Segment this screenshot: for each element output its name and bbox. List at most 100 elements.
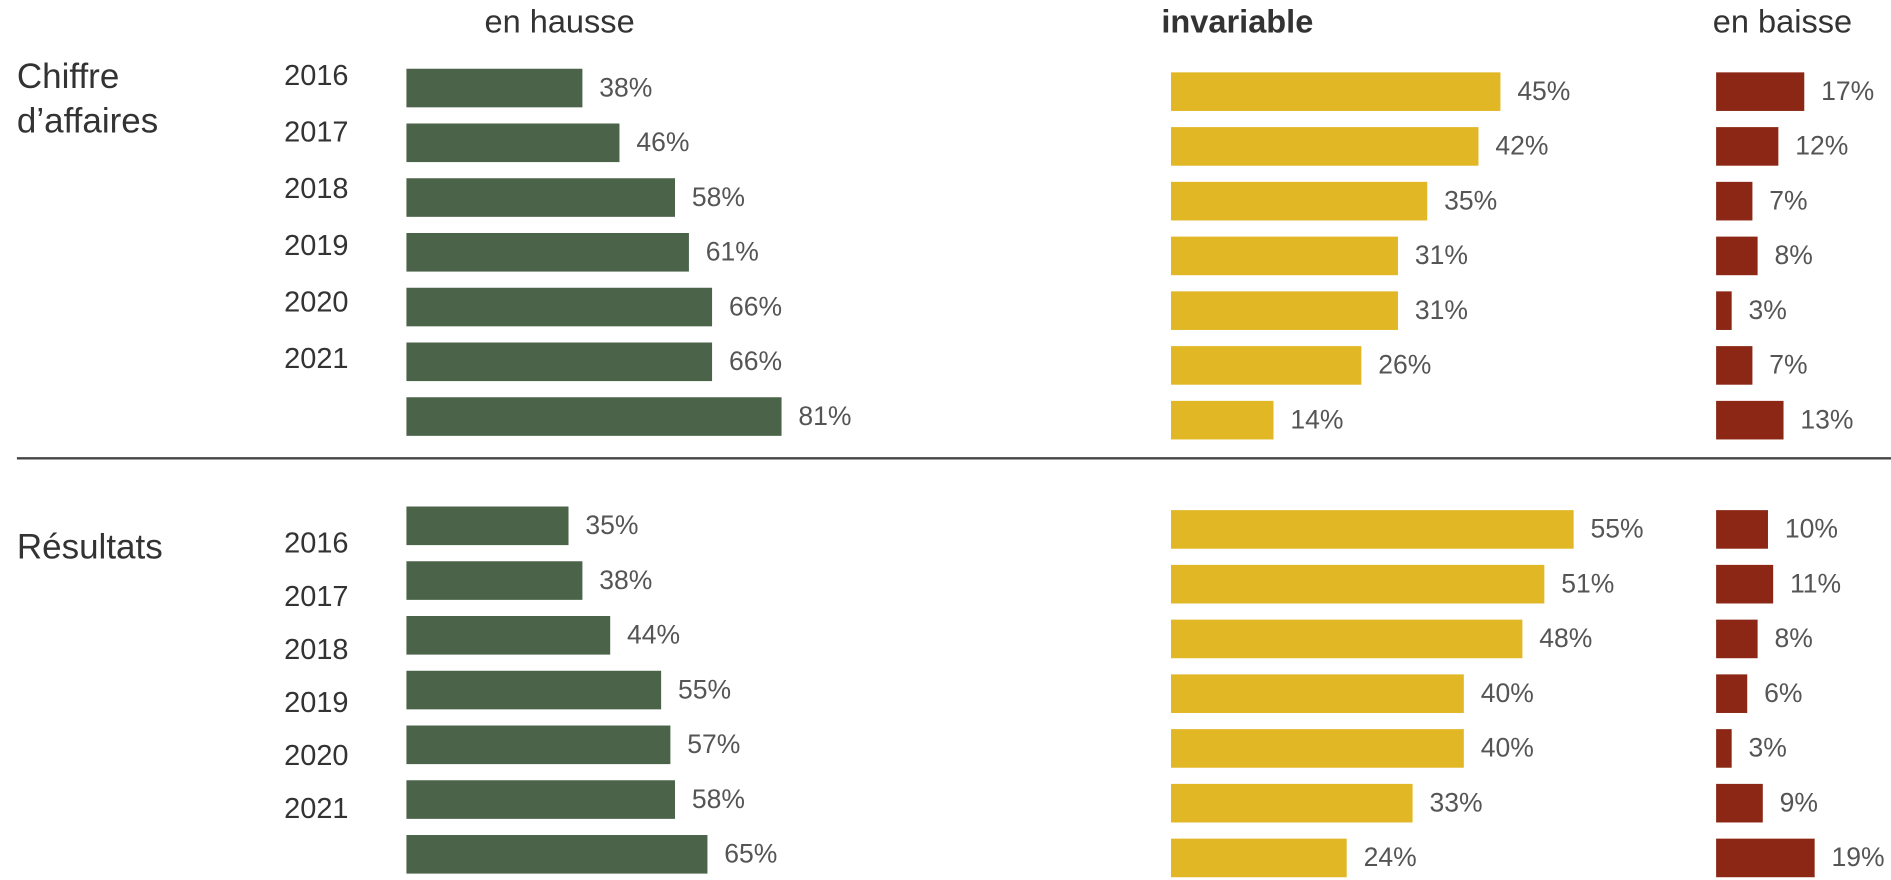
value-label: 24% xyxy=(1364,842,1417,872)
value-label: 65% xyxy=(724,839,777,869)
value-label: 42% xyxy=(1495,131,1548,161)
column-header: en baisse xyxy=(1713,4,1852,40)
bar xyxy=(1171,674,1464,713)
column-header: en hausse xyxy=(484,4,634,40)
value-label: 46% xyxy=(636,127,689,157)
value-label: 12% xyxy=(1795,131,1848,161)
bar xyxy=(1716,564,1774,604)
value-label: 35% xyxy=(585,510,638,540)
bar xyxy=(1171,729,1464,768)
bar xyxy=(1171,838,1347,878)
value-label: 44% xyxy=(627,620,680,650)
group-title: Résultats xyxy=(16,528,163,567)
bar xyxy=(1716,674,1748,713)
value-label: 31% xyxy=(1415,295,1468,325)
group-title: Chiffre d’affaires xyxy=(16,57,159,142)
bar xyxy=(1171,510,1574,549)
value-label: 45% xyxy=(1517,76,1570,106)
bar xyxy=(1716,838,1815,878)
column-header: invariable xyxy=(1161,4,1313,40)
bar xyxy=(1171,400,1274,440)
bar xyxy=(1716,346,1753,385)
value-label: 10% xyxy=(1785,514,1838,544)
bar xyxy=(406,123,620,163)
value-label: 35% xyxy=(1444,185,1497,215)
value-label: 57% xyxy=(687,729,740,759)
year-label: 2016 xyxy=(284,60,348,92)
bar xyxy=(406,232,689,272)
bar xyxy=(1716,783,1763,823)
bar xyxy=(406,178,676,217)
bar xyxy=(1171,619,1523,659)
value-label: 38% xyxy=(599,565,652,595)
year-label: 2021 xyxy=(284,343,348,375)
bar xyxy=(1171,564,1545,604)
value-label: 7% xyxy=(1769,350,1807,380)
year-label: 2018 xyxy=(284,634,348,666)
value-label: 51% xyxy=(1561,568,1614,598)
bar xyxy=(1716,127,1779,166)
year-label: 2019 xyxy=(284,687,348,719)
bar xyxy=(1171,291,1398,330)
value-label: 33% xyxy=(1429,787,1482,817)
bar xyxy=(406,670,662,710)
value-label: 8% xyxy=(1774,623,1812,653)
bar xyxy=(1171,236,1398,276)
bar xyxy=(1716,291,1732,330)
bar xyxy=(406,68,583,108)
value-label: 17% xyxy=(1821,76,1874,106)
year-label: 2021 xyxy=(284,793,348,825)
bar xyxy=(1171,783,1413,823)
value-label: 19% xyxy=(1832,842,1885,872)
value-label: 9% xyxy=(1780,787,1818,817)
value-label: 7% xyxy=(1769,185,1807,215)
bar xyxy=(1171,127,1479,166)
bar xyxy=(1171,181,1428,221)
bar xyxy=(406,616,611,655)
year-label: 2019 xyxy=(284,230,348,262)
value-label: 66% xyxy=(729,291,782,321)
bar xyxy=(406,725,671,765)
value-label: 6% xyxy=(1764,678,1802,708)
value-label: 66% xyxy=(729,346,782,376)
bar xyxy=(1716,729,1732,768)
value-label: 8% xyxy=(1774,240,1812,270)
value-label: 40% xyxy=(1481,733,1534,763)
bar xyxy=(406,561,583,600)
bar xyxy=(1171,72,1501,111)
bar xyxy=(1716,72,1805,111)
bar xyxy=(1716,181,1753,221)
value-label: 31% xyxy=(1415,240,1468,270)
bar xyxy=(1716,400,1784,440)
value-label: 3% xyxy=(1749,733,1787,763)
value-label: 55% xyxy=(678,674,731,704)
year-label: 2020 xyxy=(284,740,348,772)
bar xyxy=(406,835,708,874)
value-label: 14% xyxy=(1290,404,1343,434)
year-label: 2016 xyxy=(284,528,348,560)
group-title-box: Chiffre d’affaires xyxy=(16,57,159,142)
bar xyxy=(406,506,569,546)
bar xyxy=(1716,510,1768,549)
value-label: 58% xyxy=(692,784,745,814)
bar xyxy=(406,287,713,327)
value-label: 48% xyxy=(1539,623,1592,653)
year-label: 2017 xyxy=(284,581,348,613)
value-label: 3% xyxy=(1749,295,1787,325)
bar xyxy=(406,342,713,382)
bar xyxy=(1171,346,1362,385)
value-label: 55% xyxy=(1591,514,1644,544)
value-label: 61% xyxy=(706,237,759,267)
value-label: 58% xyxy=(692,182,745,212)
value-label: 11% xyxy=(1790,568,1841,598)
year-label: 2020 xyxy=(284,287,348,319)
value-label: 40% xyxy=(1481,678,1534,708)
value-label: 81% xyxy=(798,401,851,431)
value-label: 26% xyxy=(1378,350,1431,380)
bar xyxy=(1716,236,1758,276)
bar xyxy=(406,397,782,436)
year-label: 2017 xyxy=(284,117,348,149)
year-label: 2018 xyxy=(284,173,348,205)
group-title-box: Résultats xyxy=(16,528,163,567)
